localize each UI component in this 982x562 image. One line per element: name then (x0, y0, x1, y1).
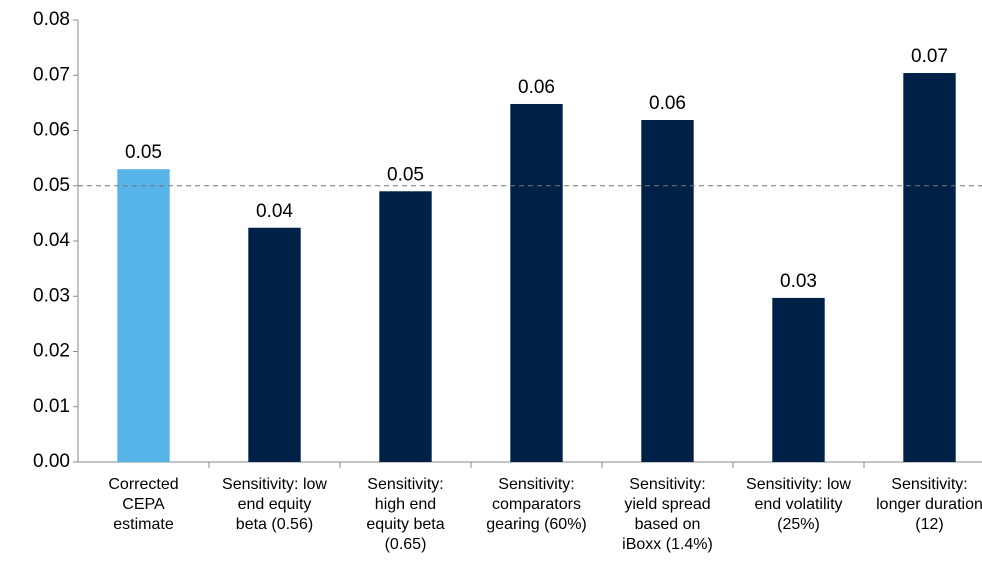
y-tick-label: 0.01 (33, 396, 70, 417)
x-tick-label: Sensitivity: low end equity beta (0.56) (222, 476, 327, 533)
y-tick-label: 0.02 (33, 341, 70, 362)
value-label: 0.04 (256, 201, 293, 222)
y-tick-label: 0.06 (33, 120, 70, 141)
x-tick-label: Corrected CEPA estimate (108, 476, 179, 533)
x-tick-label: Sensitivity: high end equity beta (0.65) (366, 476, 445, 553)
y-tick-label: 0.08 (33, 9, 70, 30)
y-tick-label: 0.07 (33, 64, 70, 85)
x-tick-label: Sensitivity: longer duration (12) (876, 476, 982, 533)
y-tick-label: 0.03 (33, 285, 70, 306)
bar (641, 120, 694, 462)
value-label: 0.05 (125, 142, 162, 163)
value-label: 0.03 (780, 271, 817, 292)
bar (510, 103, 563, 462)
bar (772, 297, 825, 462)
bar (117, 169, 170, 463)
x-tick-label: Sensitivity: comparators gearing (60%) (486, 476, 587, 533)
y-tick-label: 0.05 (33, 175, 70, 196)
bar (248, 227, 301, 462)
x-tick-label: Sensitivity: low end volatility (25%) (746, 476, 851, 533)
bar (903, 73, 956, 462)
value-label: 0.06 (518, 77, 555, 98)
value-label: 0.05 (387, 164, 424, 185)
bar (379, 191, 432, 462)
x-tick-label: Sensitivity: yield spread based on iBoxx… (622, 476, 713, 553)
value-label: 0.06 (649, 93, 686, 114)
value-label: 0.07 (911, 46, 948, 67)
y-tick-label: 0.04 (33, 230, 70, 251)
y-tick-label: 0.00 (33, 451, 70, 472)
